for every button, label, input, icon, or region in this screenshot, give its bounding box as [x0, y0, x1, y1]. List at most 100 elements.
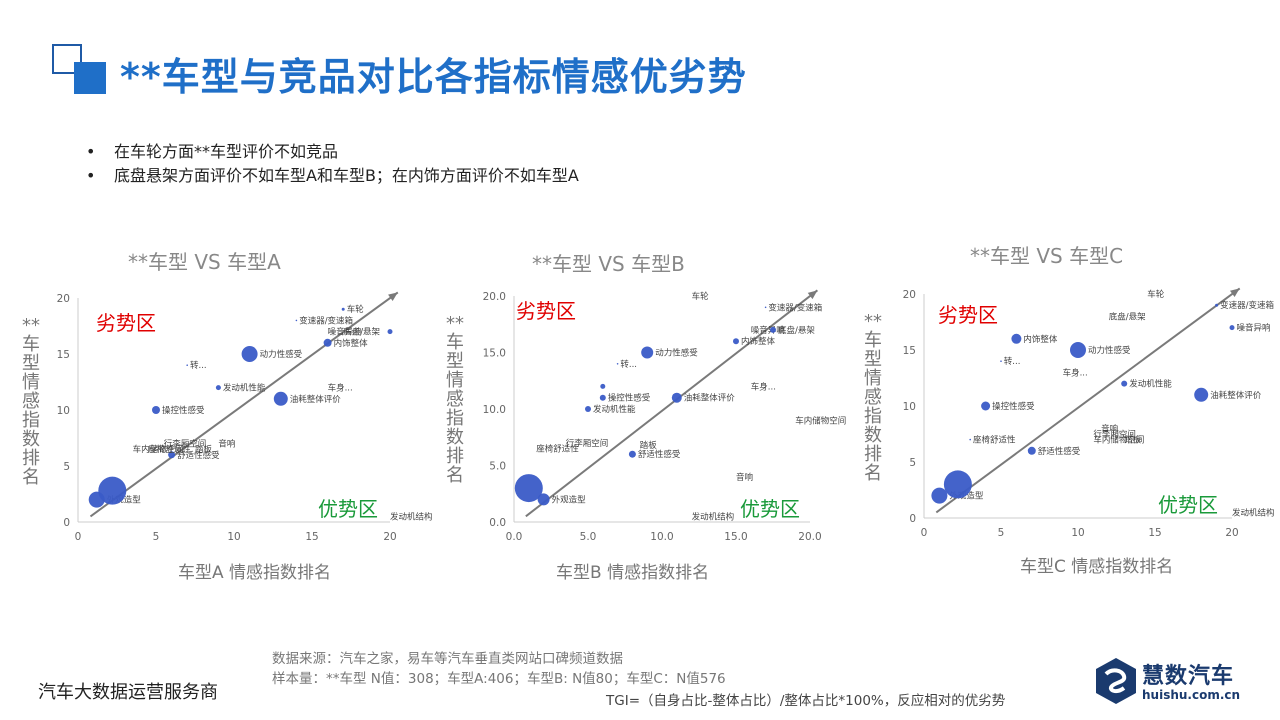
data-label: 变速器/变速箱: [299, 315, 353, 326]
data-point: [943, 470, 972, 499]
x-tick-label: 5.0: [580, 531, 597, 543]
logo-name: 慧数汽车: [1142, 664, 1235, 689]
title-decoration: [52, 44, 108, 96]
data-label: 外观造型: [552, 494, 587, 505]
data-label: 车身...: [1063, 367, 1088, 378]
diagonal-arrow: [89, 291, 399, 518]
data-label: 转...: [1004, 356, 1021, 367]
y-tick-label: 5.0: [489, 461, 506, 473]
y-tick-label: 5: [63, 461, 70, 473]
x-tick-label: 15.0: [724, 531, 747, 543]
data-label: 外观造型: [107, 495, 142, 506]
xlabel-b: 车型B 情感指数排名: [556, 563, 710, 583]
data-label: 转...: [620, 359, 637, 370]
data-label: 车内储物空间: [133, 444, 184, 455]
data-point: [600, 383, 606, 389]
data-label: 内饰整体: [334, 338, 369, 349]
data-label: 噪音异响: [1237, 323, 1271, 334]
y-tick-label: 20: [57, 293, 70, 305]
data-label: 发动机性能: [223, 383, 266, 394]
data-label: 座椅舒适性: [148, 444, 191, 455]
data-label: 舒适性感受: [177, 450, 220, 461]
data-point: [628, 450, 636, 458]
y-tick-label: 0.0: [489, 517, 506, 529]
data-label: 舒适性感受: [1038, 446, 1081, 457]
y-tick-label: 10: [57, 405, 70, 417]
data-point: [770, 326, 776, 333]
data-label: 动力性感受: [655, 348, 698, 359]
data-label: 操控性感受: [992, 401, 1035, 412]
bullet-item: • 在车轮方面**车型评价不如竞品: [86, 142, 339, 161]
x-tick-label: 5: [998, 527, 1005, 539]
data-point: [969, 438, 971, 441]
zone-inferior-label: 劣势区: [516, 299, 576, 323]
data-label: 发动机性能: [593, 404, 636, 415]
data-label: 油耗整体评价: [290, 394, 342, 405]
chart-title-a: **车型 VS 车型A: [128, 250, 281, 274]
ylabel-a: **车型情感指数排名: [22, 315, 40, 488]
data-label: 发动机结构: [1232, 507, 1275, 518]
data-label: 油耗整体评价: [1210, 390, 1262, 401]
x-tick-label: 20: [383, 531, 396, 543]
diagonal-arrow-head: [1229, 288, 1240, 298]
diagonal-arrow-head: [388, 292, 398, 301]
y-tick-label: 20: [903, 289, 916, 301]
data-source-note: 数据来源：汽车之家，易车等汽车垂直类网站口碑频道数据 样本量：**车型 N值：3…: [272, 649, 726, 689]
x-tick-label: 15: [1148, 527, 1161, 539]
source-text: 数据来源：汽车之家，易车等汽车垂直类网站口碑频道数据: [272, 651, 623, 667]
data-point: [641, 346, 654, 359]
data-point: [1027, 446, 1036, 455]
data-point: [387, 329, 393, 335]
y-tick-label: 15: [57, 349, 70, 361]
data-label: 发动机性能: [1129, 379, 1172, 390]
data-label: 发动机结构: [390, 511, 433, 522]
data-point: [1121, 380, 1128, 387]
xlabel-a: 车型A 情感指数排名: [178, 563, 332, 583]
ylabel-b: **车型情感指数排名: [446, 313, 464, 486]
diagonal-arrow-head: [807, 290, 818, 300]
data-label: 外观造型: [949, 491, 984, 502]
data-point: [616, 363, 619, 365]
y-tick-label: 20.0: [483, 291, 506, 303]
x-tick-label: 10.0: [650, 531, 673, 543]
chart-title-b: **车型 VS 车型B: [532, 252, 685, 276]
data-point: [186, 364, 188, 367]
data-point: [733, 338, 739, 345]
data-label: 座椅舒适性: [536, 444, 579, 455]
x-tick-label: 20: [1225, 527, 1238, 539]
xlabel-c: 车型C 情感指数排名: [1020, 557, 1174, 577]
zone-inferior-label: 劣势区: [96, 311, 156, 335]
y-tick-label: 0: [909, 513, 916, 525]
ylabel-c: **车型情感指数排名: [864, 311, 882, 484]
data-label: 踏板: [1124, 435, 1142, 446]
data-label: 操控性感受: [162, 405, 205, 416]
data-label: 变速器/变速箱: [768, 302, 822, 313]
x-tick-label: 5: [153, 531, 160, 543]
data-label: 音响: [1101, 423, 1118, 434]
y-tick-label: 15: [903, 345, 916, 357]
logo-url: huishu.com.cn: [1142, 688, 1241, 702]
x-tick-label: 10: [1071, 527, 1084, 539]
huishu-logo-icon: [1096, 658, 1136, 704]
data-label: 噪音异响: [328, 327, 362, 338]
bullet-list: • 在车轮方面**车型评价不如竞品 • 底盘悬架方面评价不如车型A和车型B；在内饰方…: [86, 140, 579, 188]
data-point: [1000, 360, 1002, 363]
page-title: **车型与竞品对比各指标情感优劣势: [120, 55, 747, 99]
data-label: 车内储物空间: [1093, 435, 1144, 446]
x-tick-label: 15: [305, 531, 318, 543]
data-label: 舒适性感受: [638, 449, 681, 460]
data-point: [514, 474, 543, 503]
data-point: [599, 394, 606, 401]
data-label: 转...: [190, 360, 207, 371]
data-label: 动力性感受: [260, 349, 303, 360]
diagonal-arrow: [935, 287, 1241, 514]
data-point: [341, 307, 345, 311]
data-point: [1070, 342, 1086, 358]
data-label: 底盘/悬架: [343, 327, 380, 338]
data-label: 踏板: [640, 440, 658, 451]
x-tick-label: 0: [75, 531, 82, 543]
data-point: [537, 493, 550, 506]
y-tick-label: 15.0: [483, 348, 506, 360]
